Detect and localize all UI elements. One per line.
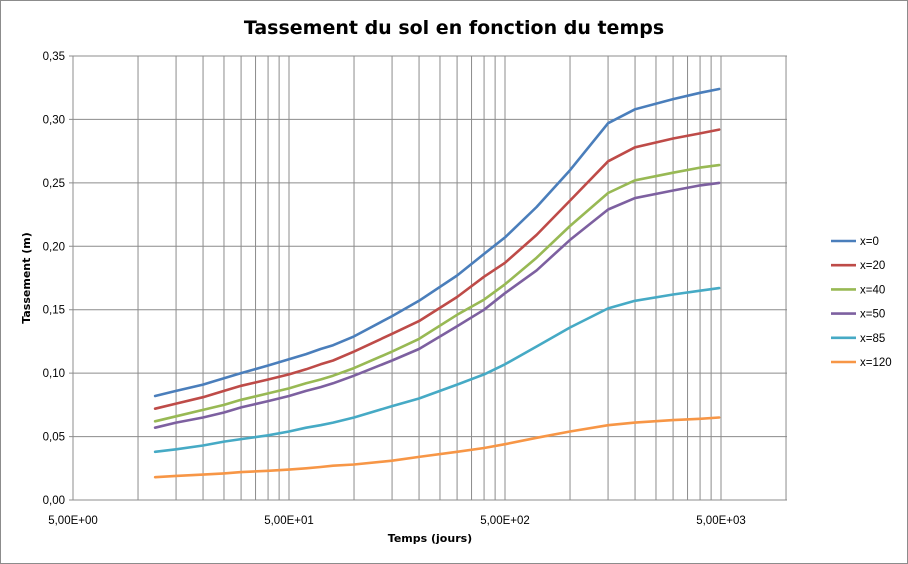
y-tick-label: 0,25	[43, 178, 65, 190]
x-tick-label: 5,00E+00	[48, 515, 98, 527]
x-tick-label: 5,00E+02	[480, 515, 530, 527]
y-tick-label: 0,35	[43, 51, 65, 63]
legend-label: x=120	[860, 357, 892, 369]
x-tick-label: 5,00E+01	[264, 515, 314, 527]
series-line-x=0	[153, 87, 721, 398]
series-line-x=85	[153, 286, 721, 454]
x-axis-label: Temps (jours)	[388, 532, 472, 545]
legend-label: x=85	[860, 333, 885, 345]
legend-label: x=50	[860, 309, 885, 321]
y-tick-label: 0,05	[43, 432, 65, 444]
gridlines	[69, 55, 787, 501]
y-tick-label: 0,20	[43, 241, 65, 253]
chart-title: Tassement du sol en fonction du temps	[244, 17, 664, 39]
x-tick-label: 5,00E+03	[696, 515, 746, 527]
series-line-x=50	[153, 181, 721, 430]
y-tick-label: 0,30	[43, 114, 65, 126]
series-lines	[153, 87, 721, 479]
y-axis-label: Tassement (m)	[20, 232, 33, 323]
legend: x=0 x=20 x=40 x=50 x=85 x=120	[831, 236, 892, 369]
legend-label: x=0	[860, 236, 879, 248]
tick-labels: 0,00 0,05 0,10 0,15 0,20 0,25 0,30 0,35 5,00E+00…	[43, 51, 746, 527]
y-tick-label: 0,10	[43, 368, 65, 380]
series-line-x=20	[153, 128, 721, 411]
legend-label: x=40	[860, 284, 885, 296]
series-line-x=120	[153, 416, 721, 479]
y-tick-label: 0,00	[43, 495, 65, 507]
y-tick-label: 0,15	[43, 305, 65, 317]
legend-label: x=20	[860, 260, 885, 272]
series-line-x=40	[153, 163, 721, 423]
